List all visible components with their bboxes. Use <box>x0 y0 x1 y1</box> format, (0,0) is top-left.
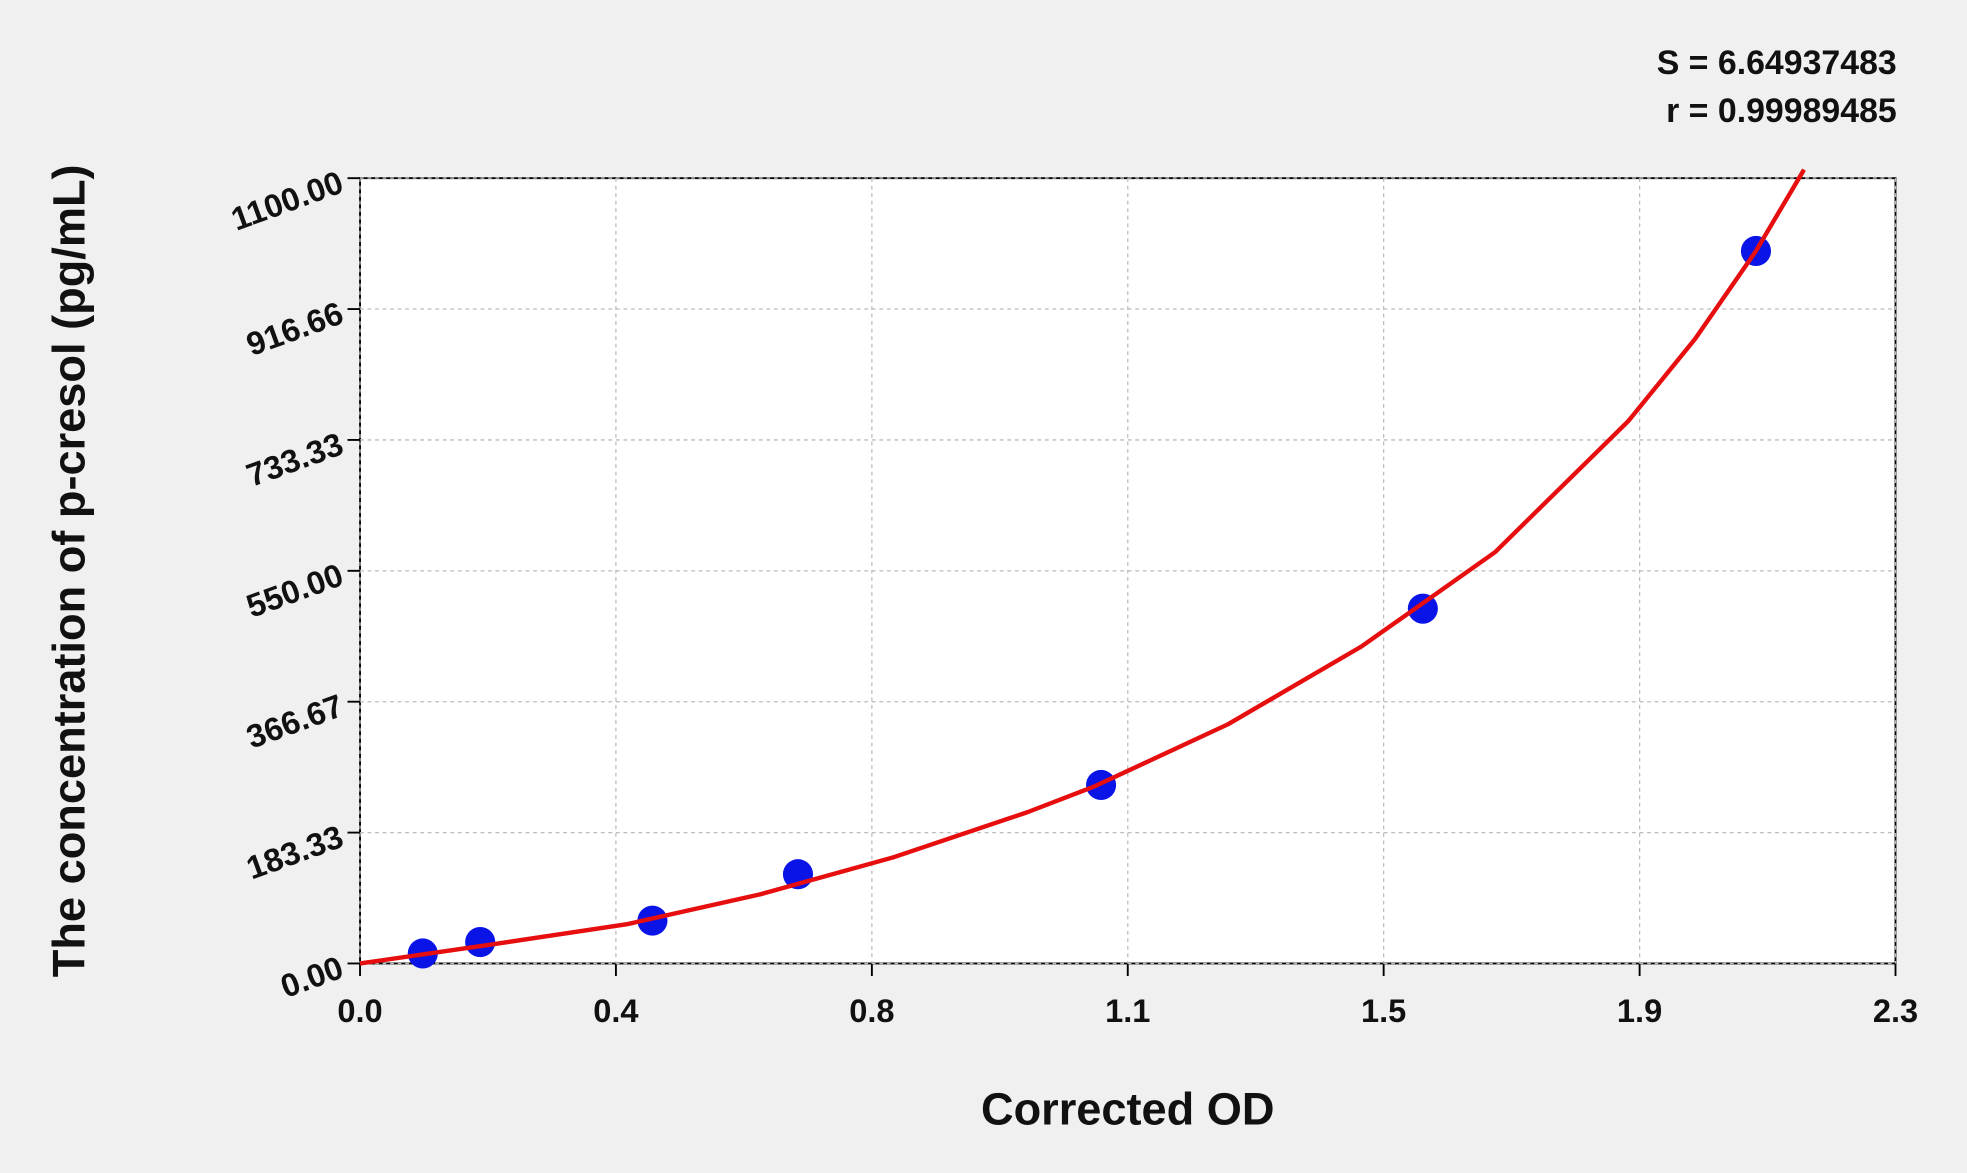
marks <box>359 168 1806 969</box>
x-tick-label: 0.8 <box>849 992 894 1029</box>
annotation: r = 0.99989485 <box>1666 92 1897 130</box>
x-axis-label: Corrected OD <box>981 1084 1275 1135</box>
x-tick-label: 0.4 <box>593 992 638 1029</box>
x-tick-label: 2.3 <box>1873 992 1918 1029</box>
annotation: S = 6.64937483 <box>1657 44 1897 82</box>
x-tick-label: 1.1 <box>1105 992 1150 1029</box>
x-tick-label: 0.0 <box>337 992 382 1029</box>
x-tick-label: 1.5 <box>1361 992 1406 1029</box>
x-tick-label: 1.9 <box>1617 992 1662 1029</box>
fit-curve <box>359 168 1806 966</box>
y-axis-label: The concentration of p-cresol (pg/mL) <box>44 164 95 977</box>
grid <box>347 177 1897 977</box>
data-point <box>1407 593 1438 624</box>
data-point <box>465 926 496 958</box>
